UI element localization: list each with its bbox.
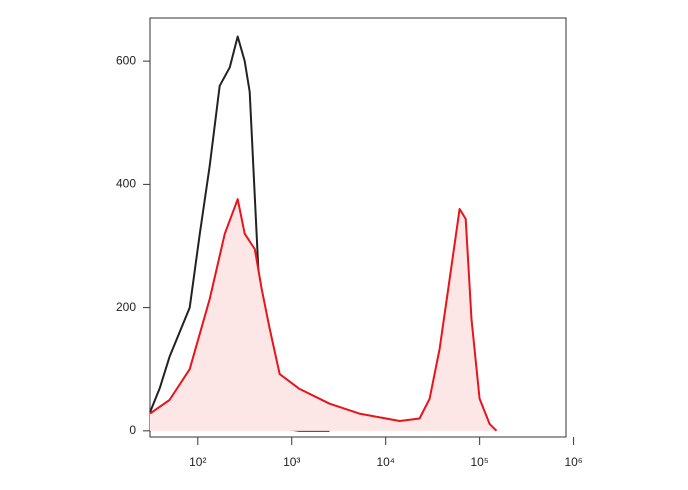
x-tick-label: 10⁶ xyxy=(564,455,582,469)
y-tick-label: 400 xyxy=(116,177,136,191)
plot-frame xyxy=(149,17,567,438)
x-tick-label: 10⁴ xyxy=(376,455,395,469)
x-tick-label: 10⁵ xyxy=(470,455,488,469)
y-tick-label: 0 xyxy=(129,423,136,437)
area xyxy=(150,199,497,431)
y-tick-label: 600 xyxy=(116,53,136,67)
x-tick-label: 10² xyxy=(189,455,206,469)
line xyxy=(149,198,498,432)
x-tick-label: 10³ xyxy=(283,455,300,469)
y-tick-label: 200 xyxy=(116,300,136,314)
